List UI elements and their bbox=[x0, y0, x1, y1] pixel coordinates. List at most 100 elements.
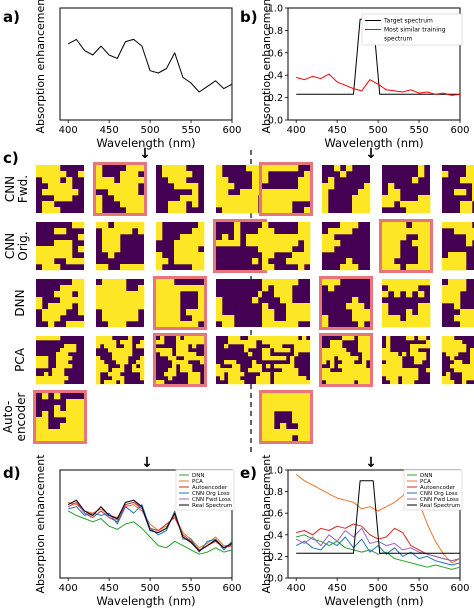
tile-shape bbox=[68, 364, 73, 369]
tile-shape bbox=[228, 368, 233, 373]
tile-shape bbox=[292, 252, 299, 259]
tile-shape bbox=[366, 368, 371, 373]
tile-shape bbox=[234, 201, 241, 208]
tile-shape bbox=[304, 435, 311, 442]
tile-shape bbox=[60, 380, 65, 385]
pattern-tile bbox=[442, 336, 474, 385]
tile-shape bbox=[298, 183, 305, 190]
pattern-tile bbox=[96, 279, 145, 328]
tile-shape bbox=[274, 336, 279, 341]
tile-shape bbox=[262, 411, 269, 418]
tile-shape bbox=[42, 429, 49, 436]
tile-shape bbox=[424, 279, 431, 286]
tile-shape bbox=[114, 303, 121, 310]
tile-shape bbox=[124, 344, 129, 349]
tile-shape bbox=[78, 171, 85, 178]
tile-shape bbox=[40, 356, 45, 361]
x-axis-label: Wavelength (nm) bbox=[96, 136, 195, 150]
tile-shape bbox=[414, 376, 419, 381]
tile-shape bbox=[290, 356, 295, 361]
tile-shape bbox=[228, 372, 233, 377]
tile-shape bbox=[102, 222, 109, 229]
tile-shape bbox=[40, 336, 45, 341]
tile-shape bbox=[382, 201, 389, 208]
tile-shape bbox=[458, 360, 463, 365]
tile-shape bbox=[78, 321, 85, 328]
tile-shape bbox=[198, 291, 205, 298]
tile-shape bbox=[174, 258, 181, 265]
tile-shape bbox=[192, 356, 197, 361]
highlight-frame bbox=[33, 390, 87, 444]
tile-shape bbox=[48, 264, 55, 271]
tile-shape bbox=[156, 348, 161, 353]
tile-shape bbox=[402, 380, 407, 385]
tile-shape bbox=[298, 340, 303, 345]
pattern-tile bbox=[322, 279, 371, 328]
tile-shape bbox=[234, 195, 241, 202]
tile-shape bbox=[168, 315, 175, 322]
tile-shape bbox=[102, 228, 109, 235]
tile-shape bbox=[66, 411, 73, 418]
tile-shape bbox=[290, 340, 295, 345]
tile-shape bbox=[48, 303, 55, 310]
tile-shape bbox=[48, 258, 55, 265]
tile-shape bbox=[418, 246, 425, 253]
tile-shape bbox=[362, 380, 367, 385]
tile-shape bbox=[52, 336, 57, 341]
tile-shape bbox=[394, 285, 401, 292]
tile-shape bbox=[470, 348, 474, 353]
tile-shape bbox=[222, 177, 229, 184]
tile-shape bbox=[298, 429, 305, 436]
tile-shape bbox=[60, 376, 65, 381]
legend-entry: CNN Org Loss bbox=[420, 491, 458, 497]
tile-shape bbox=[460, 252, 467, 259]
tile-shape bbox=[298, 411, 305, 418]
tile-shape bbox=[216, 165, 223, 172]
tile-shape bbox=[78, 417, 85, 424]
tile-shape bbox=[192, 201, 199, 208]
tile-shape bbox=[414, 352, 419, 357]
y-tick-label: 0.4 bbox=[268, 71, 283, 82]
tile-shape bbox=[442, 336, 447, 341]
tile-shape bbox=[346, 360, 351, 365]
pattern-tile bbox=[156, 165, 204, 214]
tile-shape bbox=[228, 376, 233, 381]
tile-shape bbox=[268, 399, 275, 406]
tile-shape bbox=[298, 222, 305, 229]
tile-shape bbox=[446, 348, 451, 353]
tile-shape bbox=[466, 309, 473, 316]
tile-shape bbox=[176, 340, 181, 345]
tile-shape bbox=[286, 405, 293, 412]
tile-shape bbox=[346, 264, 353, 271]
tile-shape bbox=[108, 285, 115, 292]
tile-shape bbox=[302, 336, 307, 341]
tile-shape bbox=[292, 393, 299, 400]
tile-shape bbox=[274, 372, 279, 377]
tile-shape bbox=[164, 352, 169, 357]
tile-shape bbox=[52, 372, 57, 377]
tile-shape bbox=[252, 183, 259, 190]
tile-shape bbox=[112, 344, 117, 349]
tile-shape bbox=[304, 258, 311, 265]
tile-shape bbox=[124, 360, 129, 365]
tile-shape bbox=[358, 195, 365, 202]
tile-shape bbox=[60, 183, 67, 190]
tile-shape bbox=[156, 228, 163, 235]
tile-shape bbox=[228, 240, 235, 247]
y-tick-label: 1.0 bbox=[268, 4, 283, 15]
tile-shape bbox=[112, 340, 117, 345]
tile-shape bbox=[400, 234, 407, 241]
row-label-text: DNN bbox=[13, 289, 27, 316]
tile-shape bbox=[422, 344, 427, 349]
tile-shape bbox=[138, 195, 145, 202]
legend-entry: CNN Fwd Loss bbox=[420, 497, 459, 503]
tile-shape bbox=[402, 352, 407, 357]
tile-shape bbox=[228, 207, 235, 214]
tile-shape bbox=[446, 376, 451, 381]
tile-shape bbox=[96, 356, 101, 361]
tile-shape bbox=[174, 171, 181, 178]
tile-shape bbox=[454, 340, 459, 345]
tile-shape bbox=[418, 201, 425, 208]
tile-shape bbox=[410, 352, 415, 357]
